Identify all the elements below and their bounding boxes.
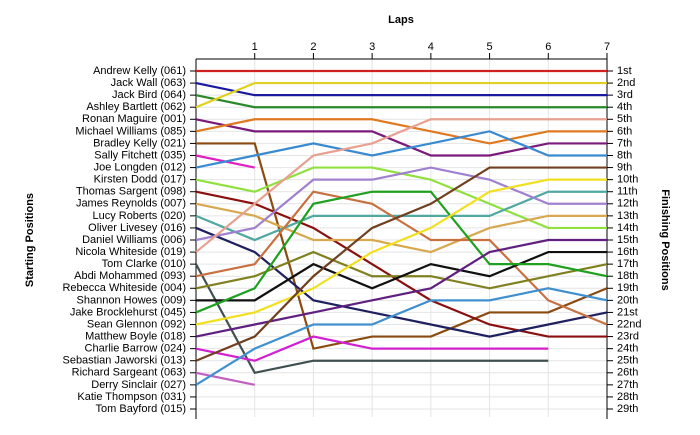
- legend-label: Daniel Williams (006): [82, 234, 186, 246]
- y2-tick-label: 29th: [617, 403, 638, 415]
- y2-tick-label: 28th: [617, 391, 638, 403]
- y2-tick-label: 1st: [617, 65, 632, 77]
- legend-label: Jack Bird (064): [112, 89, 186, 101]
- y2-tick-label: 4th: [617, 101, 632, 113]
- x-tick-label: 7: [604, 41, 610, 53]
- x-tick-label: 4: [428, 41, 434, 53]
- x-tick-label: 6: [545, 41, 551, 53]
- legend-label: Tom Bayford (015): [96, 403, 186, 415]
- legend-label: Lucy Roberts (020): [92, 210, 186, 222]
- legend-label: Matthew Boyle (018): [85, 330, 186, 342]
- legend-label: Tom Clarke (010): [102, 258, 186, 270]
- y2-tick-label: 14th: [617, 222, 638, 234]
- series-line: [195, 287, 608, 386]
- y2-tick-label: 15th: [617, 234, 638, 246]
- y2-tick-label: 6th: [617, 125, 632, 137]
- y2-tick-label: 23rd: [617, 330, 639, 342]
- legend-label: Richard Sargeant (063): [72, 367, 186, 379]
- y2-tick-label: 27th: [617, 379, 638, 391]
- y2-tick-label: 25th: [617, 355, 638, 367]
- y2-tick-label: 21st: [617, 306, 638, 318]
- legend-label: Ashley Bartlett (062): [86, 101, 186, 113]
- legend-label: Katie Thompson (031): [77, 391, 186, 403]
- legend-label: Bradley Kelly (021): [93, 137, 186, 149]
- series-line: [195, 166, 607, 362]
- y2-tick-label: 22nd: [617, 318, 641, 330]
- legend-label: James Reynolds (007): [76, 198, 186, 210]
- series-line: [195, 226, 608, 338]
- y2-tick-label: 16th: [617, 246, 638, 258]
- series-line: [195, 263, 549, 375]
- y2-tick-label: 2nd: [617, 77, 635, 89]
- y2-tick-label: 9th: [617, 161, 632, 173]
- legend-label: Joe Longden (012): [94, 161, 186, 173]
- y2-tick-label: 11th: [617, 186, 638, 198]
- series-line: [196, 142, 608, 350]
- x-tick-label: 3: [369, 41, 375, 53]
- series-line: [195, 190, 607, 338]
- legend-label: Derry Sinclair (027): [91, 379, 186, 391]
- x-tick-label: 1: [252, 41, 258, 53]
- legend-label: Charlie Barrow (024): [85, 343, 186, 355]
- legend-label: Rebecca Whiteside (004): [62, 282, 186, 294]
- legend-label: Sebastian Jaworski (013): [62, 355, 186, 367]
- series-line: [196, 250, 607, 302]
- y2-tick-label: 5th: [617, 113, 632, 125]
- series-line: [195, 238, 607, 338]
- y2-tick-label: 10th: [617, 174, 638, 186]
- y2-tick-label: 19th: [617, 282, 638, 294]
- legend-label: Andrew Kelly (061): [93, 65, 186, 77]
- series-line: [195, 118, 607, 157]
- legend-label: Thomas Sargent (098): [76, 186, 186, 198]
- legend-label: Sally Fitchett (035): [94, 149, 186, 161]
- series-line: [195, 166, 607, 230]
- y2-tick-label: 20th: [617, 294, 638, 306]
- x-tick-label: 2: [310, 41, 316, 53]
- y2-tick-label: 7th: [617, 137, 632, 149]
- series-line: [195, 190, 608, 326]
- y2-tick-label: 24th: [617, 343, 638, 355]
- series-line: [195, 94, 607, 109]
- y2-tick-label: 13th: [617, 210, 638, 222]
- series-line: [195, 81, 607, 109]
- y-axis-label: Starting Positions: [24, 193, 36, 287]
- y2-tick-label: 17th: [617, 258, 638, 270]
- y2-tick-label: 18th: [617, 270, 638, 282]
- legend-label: Nicola Whiteside (019): [75, 246, 186, 258]
- chart-title: Laps: [388, 14, 414, 26]
- series-line: [195, 371, 255, 386]
- legend-label: Shannon Howes (009): [77, 294, 186, 306]
- series-line: [195, 166, 607, 242]
- legend-label: Ronan Maguire (001): [82, 113, 186, 125]
- series-line: [195, 130, 607, 169]
- series-line: [195, 118, 607, 145]
- y2-tick-label: 3rd: [617, 89, 633, 101]
- x-tick-label: 5: [487, 41, 493, 53]
- series-line: [195, 335, 549, 362]
- y2-tick-label: 12th: [617, 198, 638, 210]
- legend-label: Oliver Livesey (016): [88, 222, 186, 234]
- y2-tick-label: 26th: [617, 367, 638, 379]
- legend-label: Jack Wall (063): [111, 77, 186, 89]
- series-line: [195, 118, 607, 253]
- series-line: [195, 178, 607, 326]
- legend-label: Sean Glennon (092): [87, 318, 186, 330]
- legend-label: Abdi Mohammed (093): [74, 270, 186, 282]
- y2-axis-label: Finishing Positions: [659, 189, 671, 290]
- legend-label: Jake Brocklehurst (045): [70, 306, 186, 318]
- series-line: [195, 81, 607, 97]
- legend-label: Kirsten Dodd (017): [94, 174, 186, 186]
- y2-tick-label: 8th: [617, 149, 632, 161]
- series-line: [195, 190, 608, 314]
- legend-label: Michael Williams (085): [75, 125, 186, 137]
